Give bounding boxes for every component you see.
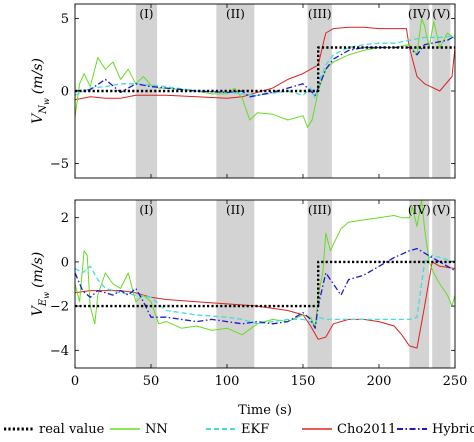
y-tick-label: 0 (61, 85, 69, 100)
x-tick-label: 100 (215, 374, 240, 389)
series-line-ekf (75, 35, 455, 99)
series-line-nn (75, 18, 455, 128)
y-axis-title-main: V (30, 304, 46, 316)
region-label-3: (III) (308, 7, 332, 21)
region-label-2: (II) (226, 7, 245, 21)
region-label-1: (I) (139, 7, 153, 21)
y-axis-title-main: V (30, 112, 46, 124)
series-group (75, 200, 455, 349)
series-line-ekf (75, 254, 455, 325)
x-tick-label: 0 (71, 374, 79, 389)
y-tick-label: 5 (61, 12, 69, 27)
series-line-nn (75, 200, 455, 336)
x-tick-label: 200 (367, 374, 392, 389)
legend-item-ekf: EKF (206, 422, 269, 437)
legend-item-hybrid: Hybrid (397, 422, 474, 437)
shaded-region-4 (409, 4, 430, 178)
series-line-hybrid (75, 35, 455, 98)
legend: real value NN EKF Cho2011 Hybrid (4, 422, 474, 437)
shaded-region-5 (432, 200, 451, 368)
legend-item-real-value: real value (4, 422, 105, 437)
legend-item-cho2011: Cho2011 (302, 422, 396, 437)
legend-label: EKF (241, 422, 269, 437)
y-axis-title-subsub: w (42, 292, 51, 299)
shaded-region-1 (135, 200, 158, 368)
y-tick-label: 2 (61, 211, 69, 226)
y-tick-label: −2 (50, 300, 69, 315)
x-axis-title: Time (s) (238, 403, 292, 418)
y-axis-title-subsub: w (42, 98, 51, 105)
region-label-5: (V) (432, 203, 450, 217)
series-line-cho2011 (75, 261, 455, 349)
series-line-real-value (75, 46, 455, 93)
legend-label: Cho2011 (337, 422, 396, 437)
panel-bottom-ve: −4 −2 0 2 0 50 100 150 200 250 (I) (II) (III) (IV) (V)… (30, 199, 468, 389)
y-axis-title-sub: E (38, 298, 49, 307)
shaded-region-4 (409, 200, 430, 368)
region-label-2: (II) (226, 203, 245, 217)
legend-label: NN (145, 422, 168, 437)
x-tick-label: 250 (443, 374, 468, 389)
shaded-region-5 (432, 4, 451, 178)
plot-frame (74, 199, 456, 369)
x-tick-label: 150 (291, 374, 316, 389)
x-tick-label: 50 (143, 374, 160, 389)
series-line-hybrid (75, 247, 455, 329)
legend-label: real value (39, 422, 105, 437)
region-label-4: (IV) (408, 203, 431, 217)
series-group (75, 18, 455, 128)
series-line-cho2011 (75, 26, 455, 101)
y-axis-title-sub: N (38, 104, 49, 115)
y-axis-title-unit: (m/s) (30, 58, 46, 94)
panel-top-vn: −5 0 5 (I) (II) (III) (IV) (V) VNw (m/s) (30, 3, 456, 179)
y-tick-label: −5 (50, 157, 69, 172)
region-label-4: (IV) (408, 7, 431, 21)
series-line-real-value (75, 260, 455, 308)
legend-item-nn: NN (110, 422, 168, 437)
legend-label: Hybrid (432, 422, 474, 437)
shaded-region-3 (307, 200, 332, 368)
region-label-1: (I) (139, 203, 153, 217)
shaded-region-2 (216, 200, 255, 368)
x-axis-label: Time (s) (238, 403, 292, 418)
y-axis-title-unit: (m/s) (30, 252, 46, 288)
y-axis-title: VEw (m/s) (30, 252, 51, 316)
y-axis-title: VNw (m/s) (30, 58, 51, 124)
y-tick-label: −4 (50, 344, 69, 359)
region-label-5: (V) (432, 7, 450, 21)
y-tick-label: 0 (61, 255, 69, 270)
region-label-3: (III) (308, 203, 332, 217)
